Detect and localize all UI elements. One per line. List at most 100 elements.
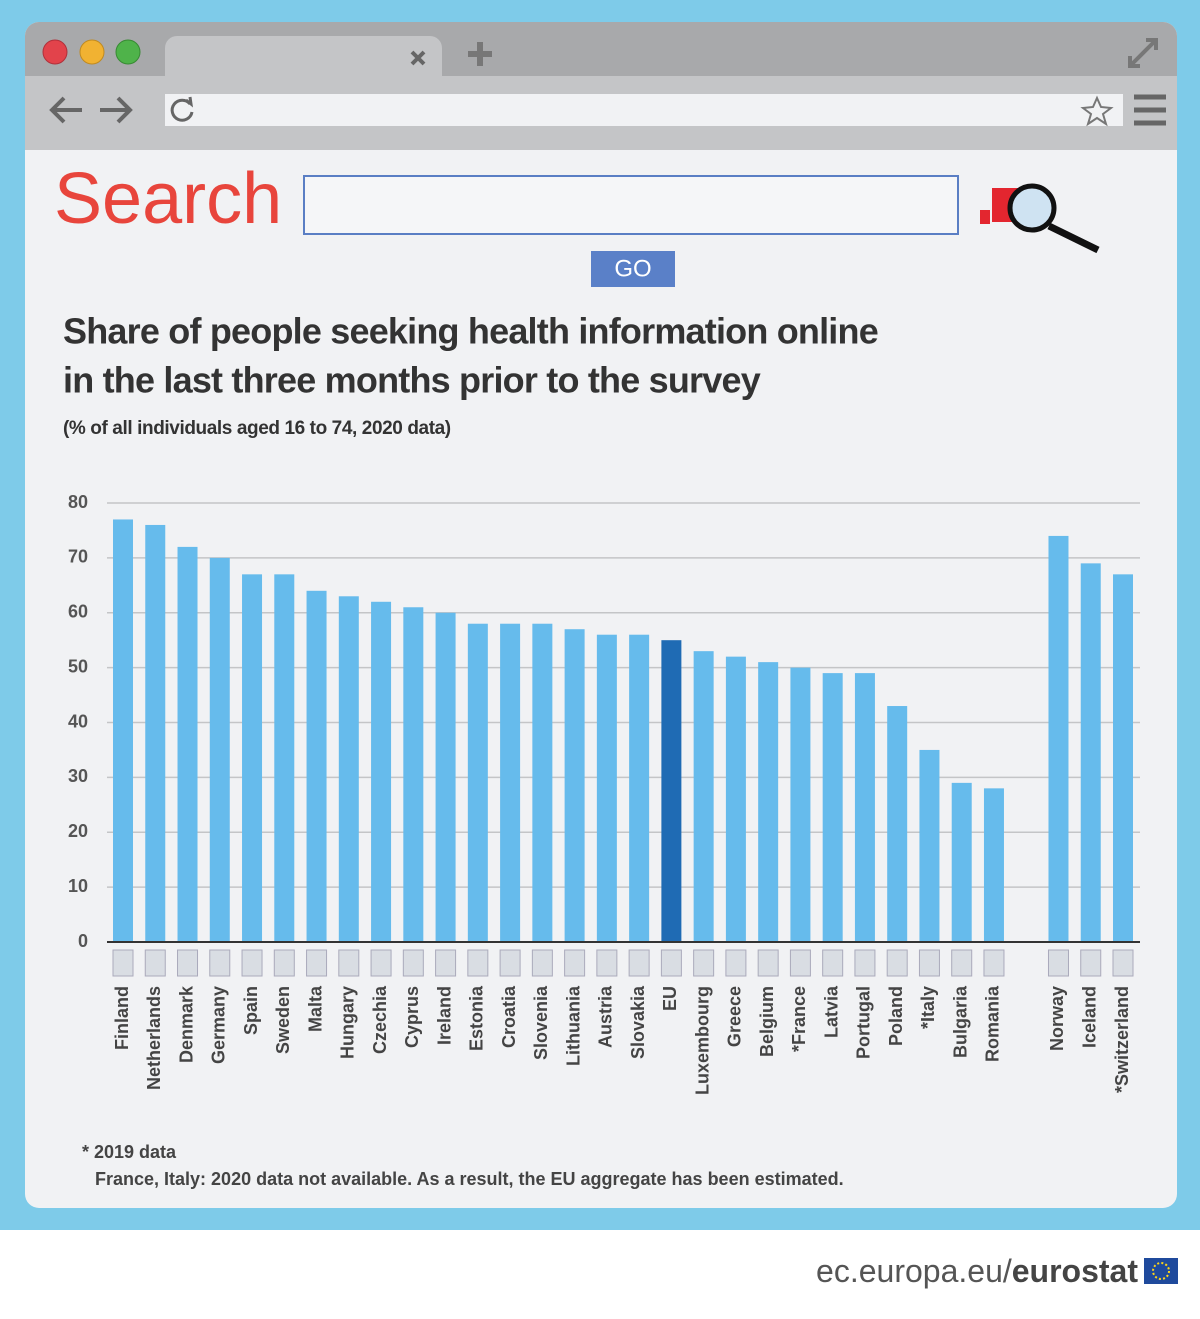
- back-button[interactable]: [49, 96, 82, 124]
- tab-close[interactable]: [410, 50, 426, 66]
- tab[interactable]: [165, 36, 442, 76]
- footnote: France, Italy: 2020 data not available. …: [95, 1169, 844, 1189]
- flag: [886, 949, 908, 977]
- flag: [112, 949, 134, 977]
- flag: [854, 949, 876, 977]
- bar: [1080, 563, 1101, 942]
- x-tick-label: Ireland: [434, 986, 454, 1045]
- x-tick-label: Finland: [112, 986, 132, 1050]
- x-tick-label: Netherlands: [144, 986, 164, 1090]
- close-button[interactable]: [42, 39, 68, 65]
- bar: [725, 656, 746, 942]
- x-tick-label: Malta: [305, 985, 325, 1032]
- flag: [918, 949, 940, 977]
- footer-domain: ec.europa.eu/: [816, 1253, 1012, 1289]
- x-tick-label: Bulgaria: [950, 985, 970, 1058]
- flag: [1080, 949, 1102, 977]
- bar: [403, 607, 424, 942]
- x-tick-label: *Switzerland: [1112, 986, 1132, 1093]
- chart-title: Share of people seeking health informati…: [63, 311, 878, 352]
- x-tick-label: Hungary: [338, 986, 358, 1059]
- search-icon: [980, 183, 1100, 254]
- footer-brand: eurostat: [1012, 1253, 1139, 1289]
- flag: [177, 949, 199, 977]
- x-tick-label: Slovakia: [628, 985, 648, 1059]
- bar: [1048, 535, 1069, 942]
- bar: [113, 519, 133, 942]
- flag: [144, 949, 166, 977]
- bar: [983, 788, 1004, 942]
- x-tick-label: Cyprus: [402, 986, 422, 1048]
- flag: [435, 949, 457, 977]
- bar: [854, 673, 875, 942]
- x-tick-label: Poland: [886, 986, 906, 1046]
- flag: [370, 949, 392, 977]
- x-tick-label: Iceland: [1079, 986, 1099, 1048]
- go-button[interactable]: [591, 251, 675, 287]
- bar: [596, 634, 617, 942]
- y-tick-label: 60: [68, 602, 88, 622]
- bar: [500, 623, 521, 942]
- forward-button[interactable]: [100, 96, 133, 124]
- bar: [951, 782, 972, 942]
- go-label: GO: [614, 255, 651, 282]
- chart-subtitle: (% of all individuals aged 16 to 74, 202…: [63, 418, 451, 439]
- flag: [531, 949, 553, 977]
- reload-button[interactable]: [170, 96, 194, 122]
- footer-text: ec.europa.eu/eurostat: [816, 1253, 1138, 1289]
- fullscreen[interactable]: [1128, 38, 1158, 68]
- flag: [241, 949, 263, 977]
- bar: [822, 673, 843, 942]
- maximize-button[interactable]: [115, 39, 141, 65]
- bar: [435, 612, 456, 942]
- bar: [467, 623, 488, 942]
- bookmark-star[interactable]: [1080, 95, 1114, 127]
- y-tick-label: 20: [68, 821, 88, 841]
- x-tick-label: Sweden: [273, 986, 293, 1054]
- minimize-button[interactable]: [79, 39, 105, 65]
- y-tick-label: 80: [68, 492, 88, 512]
- flag: [1112, 949, 1134, 977]
- flag: [209, 949, 231, 977]
- flag: [1047, 949, 1069, 977]
- eu-stars: [1152, 1262, 1170, 1280]
- bar: [338, 596, 359, 942]
- footer-bg: [0, 1230, 1200, 1314]
- search-label: Search: [54, 159, 282, 239]
- footnote: * 2019 data: [82, 1142, 177, 1162]
- y-tick-label: 10: [68, 876, 88, 896]
- x-tick-label: Norway: [1047, 986, 1067, 1051]
- chart-title: in the last three months prior to the su…: [63, 360, 761, 401]
- y-tick-label: 70: [68, 547, 88, 567]
- bar: [209, 557, 230, 942]
- x-tick-label: Slovenia: [531, 985, 551, 1060]
- bar: [532, 623, 553, 942]
- x-tick-label: Austria: [596, 985, 616, 1048]
- x-tick-label: Greece: [725, 986, 745, 1047]
- search-input[interactable]: [303, 175, 959, 235]
- x-tick-label: Romania: [983, 985, 1003, 1062]
- bar: [629, 634, 650, 942]
- address-bar[interactable]: [165, 94, 1123, 126]
- x-tick-label: Germany: [209, 986, 229, 1064]
- bar: [306, 590, 327, 942]
- x-tick-label: Estonia: [467, 985, 487, 1051]
- x-tick-label: Belgium: [757, 986, 777, 1057]
- flag: [564, 949, 586, 977]
- flag: [628, 949, 650, 977]
- y-tick-label: 0: [78, 931, 88, 951]
- bar: [274, 574, 295, 942]
- x-tick-label: Latvia: [821, 985, 841, 1038]
- menu[interactable]: [1134, 94, 1166, 126]
- bar: [145, 524, 166, 942]
- flag: [467, 949, 489, 977]
- flag: [822, 949, 844, 977]
- y-tick-label: 30: [68, 766, 88, 786]
- bar: [661, 640, 682, 942]
- y-tick-label: 40: [68, 711, 88, 731]
- x-tick-label: *Italy: [918, 986, 938, 1029]
- bar: [887, 706, 908, 942]
- new-tab[interactable]: [468, 42, 492, 66]
